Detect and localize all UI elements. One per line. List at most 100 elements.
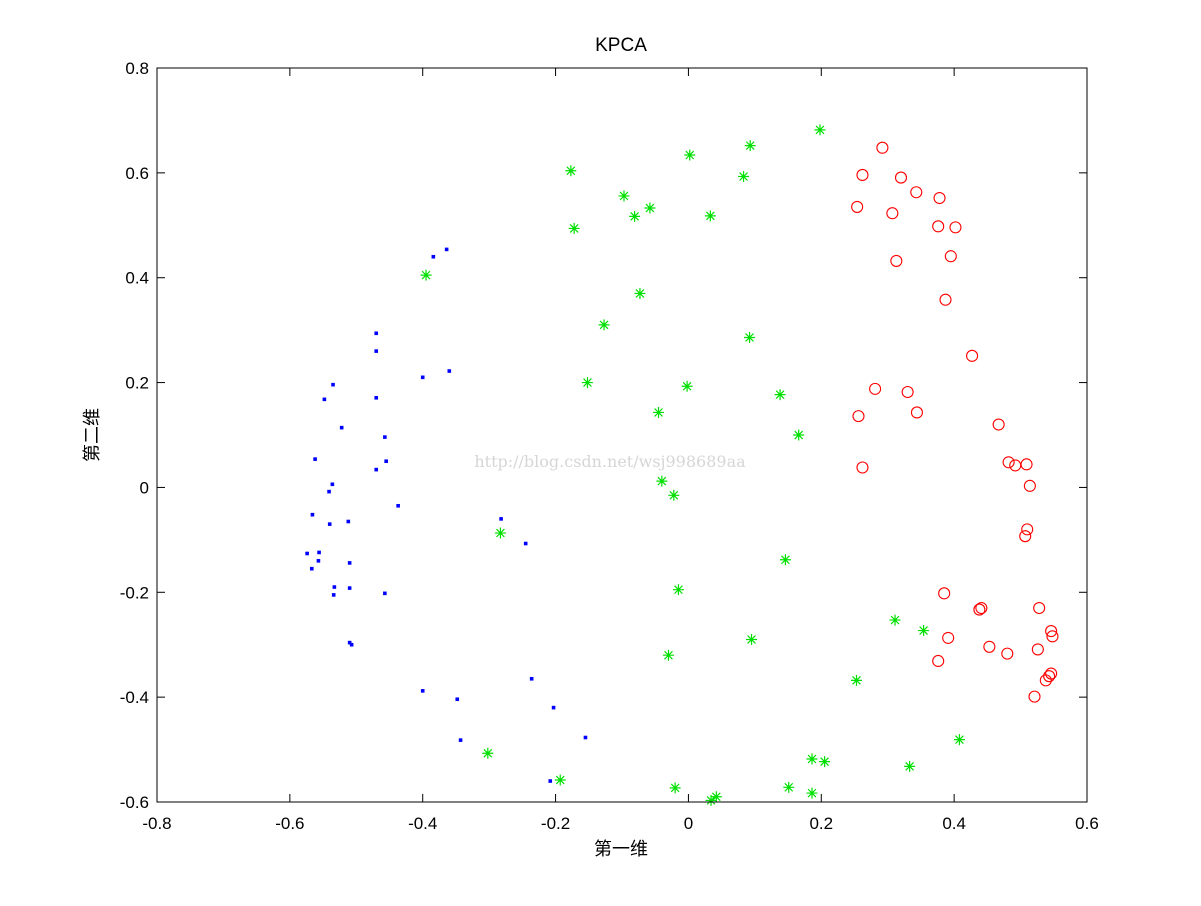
star-point (889, 614, 901, 626)
dot-point (310, 512, 315, 517)
dot-point (313, 457, 317, 461)
circle-point (851, 200, 864, 213)
dot-point (317, 550, 321, 555)
star-point (681, 380, 693, 392)
star-point (783, 781, 795, 793)
chart-title: KPCA (595, 35, 647, 56)
dot-point (327, 522, 332, 526)
circle-point (932, 654, 945, 668)
circle-point (942, 631, 955, 644)
star-point (598, 319, 610, 331)
dot-point (347, 586, 352, 590)
star-point (793, 429, 805, 441)
x-tick-label: 0.4 (942, 814, 966, 833)
circle-point (1028, 690, 1041, 703)
star-point (420, 269, 432, 281)
circle-point (910, 186, 923, 199)
star-point (710, 791, 722, 803)
dot-point (444, 247, 449, 252)
dot-point (322, 397, 327, 402)
star-point (629, 210, 641, 222)
y-tick-label: -0.4 (120, 688, 149, 707)
star-point (581, 377, 593, 389)
star-point (656, 475, 668, 487)
dot-point (458, 738, 463, 742)
star-point (663, 649, 674, 661)
circle-point (944, 250, 957, 263)
circle-point (975, 601, 988, 615)
circle-point (910, 406, 923, 419)
circle-point (933, 191, 946, 205)
circle-point (856, 461, 869, 474)
circle-point (983, 640, 996, 653)
circle-point (856, 168, 869, 182)
star-point (744, 331, 756, 343)
circle-point (1046, 630, 1059, 643)
star-point (953, 734, 965, 746)
star-point (684, 149, 696, 161)
circle-point (966, 349, 979, 362)
data-points (305, 124, 1059, 806)
dot-point (447, 369, 452, 373)
star-point (669, 782, 681, 794)
circle-point (938, 587, 951, 600)
x-axis-ticks: -0.8 -0.6 -0.4 -0.2 0 0.2 0.4 0.6 (142, 68, 1099, 833)
circle-point (1020, 458, 1033, 471)
x-tick-label: -0.6 (275, 814, 304, 833)
star-point (819, 756, 831, 768)
dot-point (347, 561, 352, 565)
star-point (494, 527, 506, 539)
dot-point (383, 591, 387, 596)
circle-point (852, 410, 865, 423)
dot-point (499, 517, 503, 521)
circle-point (1019, 530, 1032, 543)
circle-point (901, 385, 914, 399)
dot-point (548, 779, 553, 783)
dot-point (331, 382, 335, 387)
dot-point (346, 519, 351, 524)
dot-point (374, 395, 379, 400)
circle-point (886, 207, 899, 220)
star-point (904, 760, 916, 772)
circle-point (939, 293, 952, 306)
star-point (738, 171, 750, 183)
circle-point (973, 603, 986, 616)
circle-point (992, 418, 1005, 431)
dot-point (327, 489, 331, 494)
star-point (774, 389, 786, 401)
dot-point (347, 640, 352, 645)
y-tick-label: -0.6 (120, 793, 149, 812)
circle-point (1033, 601, 1046, 615)
circle-point (1039, 674, 1052, 687)
star-point (918, 625, 930, 637)
plot-area-frame (156, 67, 1088, 803)
dot-point (309, 566, 314, 571)
dot-point (374, 349, 379, 353)
y-axis-ticks: -0.6 -0.4 -0.2 0 0.2 0.4 0.6 0.8 (120, 59, 1087, 812)
x-tick-label: 0 (684, 814, 693, 833)
circle-point (894, 171, 908, 184)
star-point (806, 753, 818, 765)
star-point (634, 287, 646, 299)
y-tick-label: 0 (140, 478, 149, 497)
star-point (482, 747, 494, 759)
dot-point (431, 254, 436, 259)
star-point (850, 674, 862, 686)
circle-point (1001, 647, 1014, 660)
dot-point (396, 503, 400, 508)
circle-point (1043, 670, 1056, 683)
star-point (653, 406, 665, 418)
dot-point (331, 593, 336, 597)
star-point (554, 774, 566, 786)
watermark-text: http://blog.csdn.net/wsj998689aa (474, 452, 746, 471)
dot-point (339, 425, 344, 430)
star-point (672, 584, 684, 596)
star-point (746, 633, 758, 645)
circle-point (1009, 459, 1022, 472)
x-tick-label: -0.2 (541, 814, 570, 833)
dot-point (420, 689, 425, 693)
circle-point (1045, 625, 1058, 638)
dot-point (349, 642, 354, 647)
star-point (744, 140, 756, 152)
